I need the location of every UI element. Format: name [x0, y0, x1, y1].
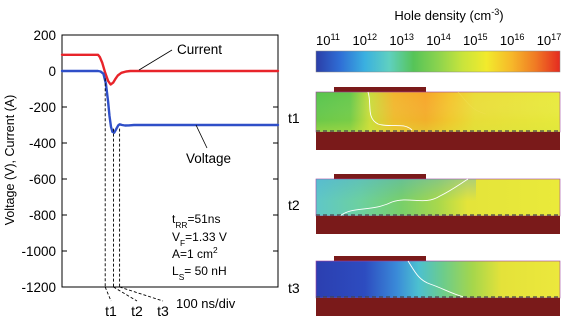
top-contact-t1: [334, 87, 426, 92]
contour-t1: [367, 91, 413, 131]
panel-t1: t1: [288, 87, 561, 150]
field-shade-t1: [316, 92, 560, 132]
colorbar-tick-labels: 1011 1012 1013 1014 1015 1016 1017: [316, 32, 561, 48]
device-cross-section-t3: [315, 256, 561, 316]
ls-annotation: LS= 50 nH: [172, 264, 227, 282]
area-annotation: A=1 cm2: [172, 245, 218, 261]
vf-annotation: VF=1.33 V: [172, 230, 227, 248]
marker-leader-t2: [113, 286, 138, 302]
y-axis-tick-labels: 200 0 -200 -400 -600 -800 -1000 -1200: [21, 28, 56, 295]
device-cross-section-t1: [315, 87, 561, 150]
colorbar-bar: [315, 50, 561, 73]
device-cross-section-t2: [315, 174, 561, 234]
panel-t3: t3: [288, 256, 561, 316]
panel-label-t3: t3: [288, 280, 300, 296]
marker-label-t2: t2: [131, 303, 143, 319]
y-tick-label: -600: [29, 172, 56, 187]
colorbar-tick-label: 1014: [426, 32, 451, 48]
current-series-line: [60, 53, 280, 86]
contour-t1-b: [457, 91, 487, 115]
contour-t3: [407, 260, 465, 298]
panel-t2: t2: [288, 174, 561, 234]
colorbar-tick-label: 1015: [463, 32, 488, 48]
substrate-t2: [316, 216, 560, 234]
time-marker-lines: [104, 78, 164, 302]
plot-frame: [61, 34, 279, 288]
y-axis-ticks: [62, 34, 278, 288]
x-axis-unit: 100 ns/div: [176, 296, 236, 311]
panel-label-t1: t1: [288, 110, 300, 126]
substrate-t3: [316, 298, 560, 316]
colorbar-tick-label: 1011: [316, 32, 340, 48]
y-axis-label: Voltage (V), Current (A): [3, 95, 17, 226]
field-shade-t2: [316, 179, 476, 216]
colorbar: Hole density (cm-3) 1011 1012 1013 1014 1015…: [315, 7, 561, 73]
current-series-label: Current: [177, 42, 222, 57]
marker-leader-t3: [119, 286, 164, 302]
waveform-plot: 200 0 -200 -400 -600 -800 -1000 -1200 Voltage (…: [3, 28, 280, 319]
voltage-legend-leader: [195, 124, 208, 149]
marker-label-t3: t3: [157, 303, 169, 319]
substrate-t1: [316, 132, 560, 150]
y-tick-label: -1200: [21, 280, 56, 295]
y-tick-label: -1000: [21, 244, 56, 259]
top-contact-t2: [334, 174, 426, 179]
y-tick-label: 200: [33, 28, 56, 43]
voltage-series-line: [60, 69, 280, 134]
marker-leader-t1: [104, 286, 112, 302]
y-tick-label: -400: [29, 136, 56, 151]
marker-label-t1: t1: [105, 303, 117, 319]
colorbar-tick-label: 1012: [353, 32, 378, 48]
y-tick-label: 0: [48, 64, 56, 79]
contour-t2: [339, 178, 469, 217]
series-lines: [60, 53, 280, 134]
panel-label-t2: t2: [288, 197, 300, 213]
colorbar-tick-label: 1013: [389, 32, 414, 48]
colorbar-tick-label: 1017: [537, 32, 562, 48]
y-tick-label: -200: [29, 100, 56, 115]
current-legend-leader: [138, 49, 173, 71]
colorbar-tick-label: 1016: [500, 32, 525, 48]
field-region-t3: [315, 260, 561, 299]
time-marker-labels: t1 t2 t3: [105, 303, 169, 319]
voltage-series-label: Voltage: [186, 151, 231, 166]
parameter-annotation: tRR=51ns VF=1.33 V A=1 cm2 LS= 50 nH: [172, 212, 227, 282]
legend: Current Voltage: [138, 42, 231, 166]
trr-annotation: tRR=51ns: [172, 212, 220, 230]
top-contact-t3: [334, 256, 426, 261]
y-tick-label: -800: [29, 208, 56, 223]
colorbar-title: Hole density (cm-3): [394, 7, 503, 23]
